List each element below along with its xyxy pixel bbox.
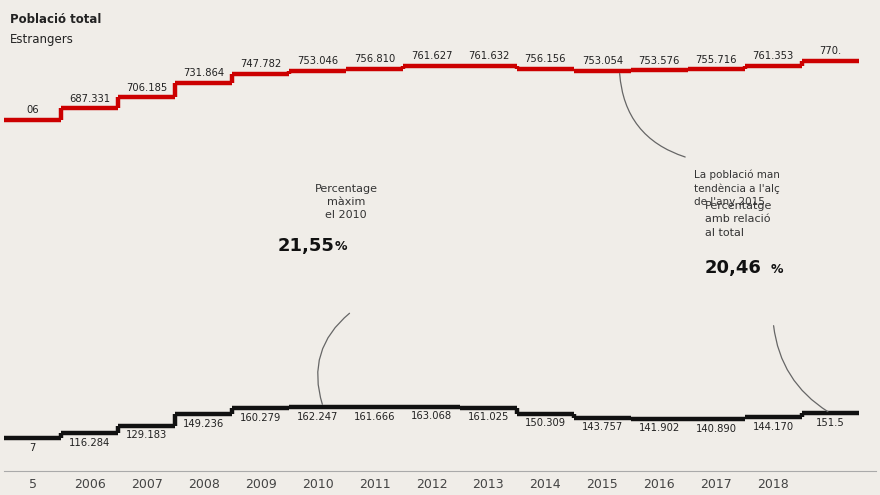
Text: 161.666: 161.666 [354,412,395,422]
Text: %: % [334,241,347,253]
Text: 160.279: 160.279 [240,413,282,423]
Text: 7: 7 [29,443,36,453]
Text: 731.864: 731.864 [183,68,224,78]
Text: Percentage
màxim
el 2010: Percentage màxim el 2010 [314,184,378,220]
Text: 163.068: 163.068 [411,411,452,421]
Text: 770.: 770. [819,46,841,56]
Text: 753.054: 753.054 [582,56,623,66]
Text: 753.576: 753.576 [639,56,680,66]
Text: 06: 06 [26,105,39,115]
Text: 747.782: 747.782 [240,59,282,69]
Text: La població man
tendència a l'alç
de l'any 2015: La població man tendència a l'alç de l'a… [693,169,780,207]
Text: 756.810: 756.810 [354,54,395,64]
Text: Població total: Població total [10,13,101,26]
Text: 21,55: 21,55 [278,237,334,254]
Text: 755.716: 755.716 [695,54,737,65]
Text: 761.632: 761.632 [468,51,510,61]
Text: 150.309: 150.309 [524,418,566,428]
Text: 141.902: 141.902 [639,423,680,433]
Text: Percentatge
amb relació
al total: Percentatge amb relació al total [705,201,773,238]
Text: 687.331: 687.331 [69,94,110,103]
Text: 149.236: 149.236 [183,419,224,429]
Text: 151.5: 151.5 [816,418,845,428]
Text: 143.757: 143.757 [582,422,623,432]
Text: 20,46: 20,46 [705,259,762,277]
Text: 144.170: 144.170 [752,422,794,432]
Text: 706.185: 706.185 [126,83,167,93]
Text: 756.156: 756.156 [524,54,566,64]
Text: 753.046: 753.046 [297,56,338,66]
Text: %: % [770,263,783,276]
Text: 140.890: 140.890 [696,424,737,434]
Text: Estrangers: Estrangers [10,33,74,46]
Text: 116.284: 116.284 [69,438,110,447]
Text: 162.247: 162.247 [297,411,338,422]
Text: 129.183: 129.183 [126,430,167,441]
Text: 761.627: 761.627 [411,51,452,61]
Text: 761.353: 761.353 [752,51,794,61]
Text: 161.025: 161.025 [468,412,510,422]
